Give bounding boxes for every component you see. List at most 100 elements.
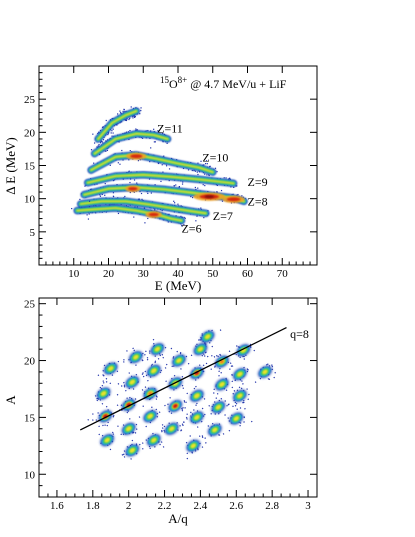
band-z9: [83, 170, 238, 189]
band-speckle: [157, 162, 160, 165]
spot-speckle: [96, 399, 99, 402]
spot-speckle: [216, 392, 219, 395]
spot-speckle: [112, 433, 115, 435]
band-speckle: [194, 186, 196, 189]
spot-speckle: [154, 360, 157, 363]
band-speckle: [216, 171, 218, 173]
spot-speckle: [151, 363, 154, 366]
bottom-frame: [38, 297, 318, 498]
spot-speckle: [229, 368, 231, 370]
top-axes: Z=6 Z=7 Z=8 Z=9 Z=10 Z=11 10 20 30 40 50 60 70 5 10 15 2…: [24, 66, 317, 280]
spot-speckle: [122, 453, 125, 456]
band-speckle: [99, 194, 101, 196]
spot-speckle: [183, 401, 186, 403]
band-layer-3: [97, 110, 138, 140]
spot-speckle: [202, 364, 205, 367]
band-speckle: [214, 167, 217, 169]
isotope-spot: [141, 338, 173, 364]
spot-speckle: [233, 390, 236, 392]
spot-speckle: [152, 338, 155, 341]
spot-layer-3: [212, 427, 218, 433]
band-speckle: [162, 141, 164, 143]
spot-speckle: [193, 409, 195, 411]
spot-layer-3: [237, 393, 243, 399]
isotope-spot: [116, 396, 137, 414]
spot-speckle: [243, 416, 246, 419]
band-speckle: [133, 216, 135, 218]
top-x-axis-title: E (MeV): [155, 278, 202, 293]
band-speckle: [112, 192, 115, 194]
band-speckle: [96, 146, 98, 148]
band-speckle: [237, 193, 239, 196]
spot-speckle: [94, 395, 97, 397]
spot-speckle: [168, 422, 170, 425]
spot-layer-3: [133, 354, 139, 360]
band-speckle: [148, 178, 151, 180]
spot-speckle: [220, 371, 223, 374]
band-speckle: [128, 170, 130, 172]
band-speckle: [197, 187, 199, 189]
spot-speckle: [148, 350, 151, 352]
band-speckle: [128, 118, 130, 121]
band-speckle: [133, 115, 135, 117]
spot-speckle: [242, 401, 245, 404]
spot-speckle: [230, 365, 233, 367]
top-y-tick-label: 10: [24, 194, 36, 206]
spot-speckle: [157, 357, 160, 360]
spot-speckle: [152, 432, 154, 435]
bottom-y-axis-title: A: [3, 395, 18, 405]
spot-speckle: [165, 363, 168, 366]
spot-speckle: [254, 381, 257, 383]
spot-speckle: [246, 370, 249, 373]
spot-speckle: [182, 387, 185, 390]
band-speckle: [196, 171, 198, 173]
band-speckle: [105, 150, 107, 152]
spot-speckle: [247, 398, 250, 401]
annotation-charge: 8+: [178, 75, 188, 85]
spot-speckle: [211, 345, 214, 348]
band-speckle: [147, 217, 149, 220]
spot-speckle: [154, 361, 157, 364]
band-label: Z=8: [248, 194, 268, 208]
band-speckle: [87, 218, 90, 220]
spot-speckle: [161, 430, 163, 433]
top-y-tick-label: 20: [24, 127, 36, 139]
spot-speckle: [163, 429, 166, 432]
band-speckle: [178, 186, 180, 188]
spot-speckle: [183, 421, 185, 423]
spot-speckle: [105, 381, 108, 383]
spot-speckle: [170, 377, 173, 380]
spot-speckle: [159, 371, 162, 374]
spot-speckle: [101, 402, 104, 405]
band-speckle: [122, 159, 124, 161]
isotope-spot: [122, 347, 160, 366]
band-speckle: [84, 185, 86, 187]
band-speckle: [228, 178, 230, 180]
spot-speckle: [187, 362, 190, 365]
spot-speckle: [210, 354, 213, 357]
spot-speckle: [204, 437, 206, 439]
isotope-spot: [196, 329, 222, 346]
bottom-x-tick-label: 2.4: [194, 500, 208, 512]
spot-speckle: [181, 375, 184, 378]
spot-speckle: [162, 446, 165, 448]
isotope-spot: [189, 362, 208, 381]
spot-speckle: [123, 358, 125, 361]
spot-speckle: [161, 353, 164, 356]
band-speckle: [197, 162, 199, 164]
band-speckle: [132, 117, 134, 119]
bottom-axes: q=8 1.6 1.8 2 2.2 2.4 2.6 2.8 3 10 15 20 25: [24, 298, 318, 512]
band-layer-3: [93, 132, 169, 155]
spot-layer-3: [204, 334, 211, 340]
spot-layer-3: [108, 366, 114, 371]
spot-speckle: [149, 421, 152, 424]
band-speckle: [99, 195, 102, 197]
spot-speckle: [135, 364, 137, 366]
spot-speckle: [172, 357, 175, 359]
spot-speckle: [141, 359, 144, 362]
spot-speckle: [116, 404, 119, 407]
band-speckle: [135, 128, 137, 130]
band-speckle: [204, 163, 207, 165]
spot-speckle: [170, 347, 173, 350]
spot-layer-3: [190, 443, 196, 449]
